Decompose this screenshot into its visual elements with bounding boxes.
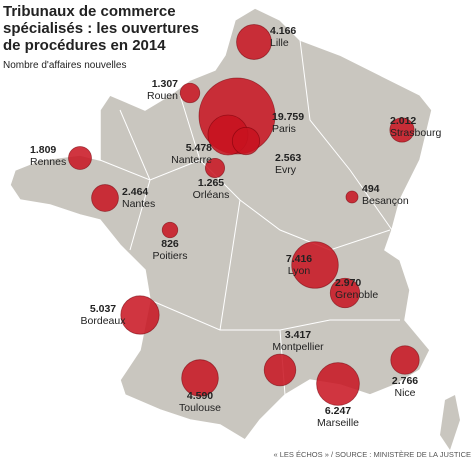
city-bubble — [179, 82, 201, 104]
city-bubble — [389, 117, 415, 143]
region-borders — [99, 39, 400, 396]
city-name: Grenoble — [335, 289, 378, 301]
city-name: Strasbourg — [390, 127, 442, 139]
city-name: Lille — [270, 37, 289, 49]
value-label: 2.464 — [122, 186, 148, 198]
value-label: 2.766 — [392, 375, 418, 387]
labels: 4.166Lille1.307Rouen19.759Paris5.478Nant… — [30, 25, 442, 429]
corsica — [440, 395, 460, 450]
city-name: Orléans — [193, 189, 230, 201]
title-backdrop — [0, 0, 170, 72]
city-bubble — [291, 241, 339, 289]
city-bubble — [161, 221, 179, 239]
city-name: Rouen — [147, 90, 178, 102]
value-label: 19.759 — [272, 111, 304, 123]
value-label: 5.037 — [90, 303, 116, 315]
city-bubble — [316, 362, 360, 406]
value-label: 826 — [161, 238, 179, 250]
value-label: 7.416 — [286, 253, 312, 265]
value-label: 1.307 — [152, 78, 178, 90]
city-bubble — [263, 353, 297, 387]
value-label: 1.265 — [198, 177, 224, 189]
value-label: 3.417 — [285, 329, 311, 341]
city-name: Marseille — [317, 417, 359, 429]
city-bubble — [231, 126, 261, 156]
city-bubble — [390, 345, 420, 375]
city-name: Lyon — [288, 265, 311, 277]
bubbles — [68, 24, 420, 406]
city-bubble — [204, 157, 226, 179]
city-name: Besançon — [362, 195, 409, 207]
city-bubble — [120, 295, 160, 335]
france-outline — [9, 7, 433, 441]
city-name: Nice — [394, 387, 415, 399]
value-label: 6.247 — [325, 405, 351, 417]
value-label: 4.590 — [187, 390, 213, 402]
title-line: spécialisés : les ouvertures — [3, 20, 199, 37]
city-name: Toulouse — [179, 402, 221, 414]
source: « LES ÉCHOS » / SOURCE : MINISTÈRE DE LA… — [273, 450, 471, 459]
title-line: Tribunaux de commerce — [3, 3, 176, 20]
city-name: Paris — [272, 123, 296, 135]
city-name: Nanterre — [171, 154, 212, 166]
city-bubble — [345, 190, 359, 204]
value-label: 1.809 — [30, 144, 56, 156]
city-name: Bordeaux — [81, 315, 127, 327]
value-label: 2.970 — [335, 277, 361, 289]
city-name: Evry — [275, 164, 297, 176]
value-label: 4.166 — [270, 25, 296, 37]
value-label: 494 — [362, 183, 380, 195]
city-name: Nantes — [122, 198, 155, 210]
city-name: Poitiers — [152, 250, 187, 262]
city-bubble — [181, 359, 219, 397]
city-bubble — [68, 146, 92, 170]
city-bubble — [329, 277, 361, 309]
city-bubble — [91, 184, 119, 212]
value-label: 5.478 — [186, 142, 212, 154]
value-label: 2.012 — [390, 115, 416, 127]
value-label: 2.563 — [275, 152, 301, 164]
title-line: de procédures en 2014 — [3, 37, 166, 54]
city-name: Rennes — [30, 156, 66, 168]
subtitle: Nombre d'affaires nouvelles — [3, 60, 126, 71]
city-bubble — [236, 24, 272, 60]
city-name: Montpellier — [272, 341, 324, 353]
